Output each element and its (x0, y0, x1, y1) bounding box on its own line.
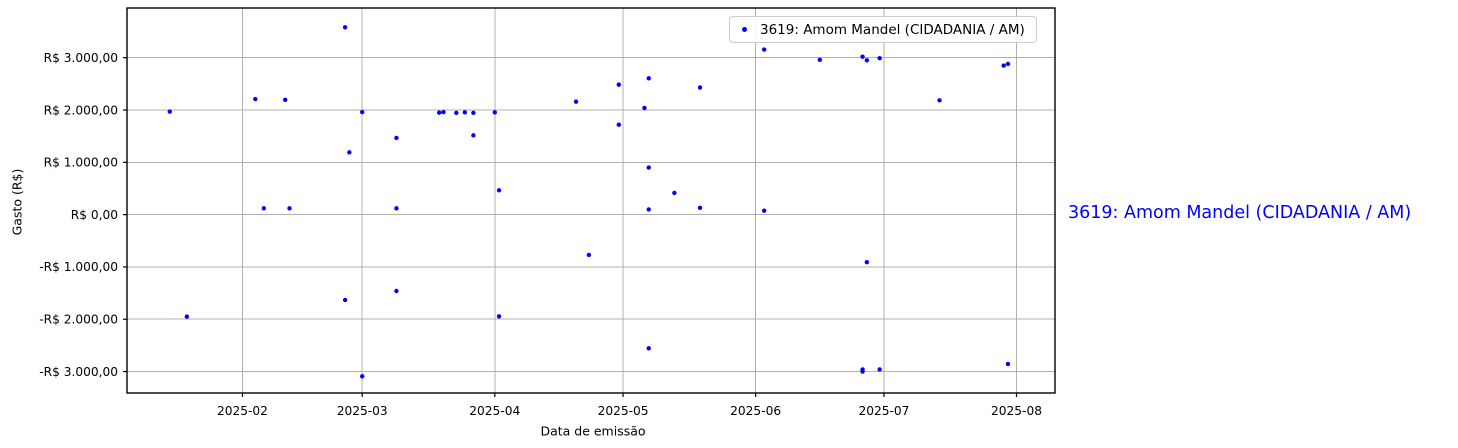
data-point (287, 206, 292, 211)
data-point (436, 110, 442, 115)
data-point (283, 97, 288, 103)
data-point (496, 188, 502, 193)
x-tick-label: 2025-05 (598, 404, 649, 418)
data-point (860, 369, 865, 374)
x-tick-label: 2025-06 (730, 404, 781, 418)
data-point (441, 109, 446, 115)
y-tick-label: -R$ 2.000,00 (39, 313, 118, 327)
data-point (394, 135, 399, 141)
x-axis-title: Data de emissão (540, 423, 646, 439)
data-point (347, 150, 352, 155)
plot-border (126, 7, 1056, 394)
y-axis-title: Gasto (R$) (9, 168, 25, 236)
data-point (642, 105, 647, 111)
data-point (817, 57, 822, 62)
data-point (342, 297, 348, 303)
data-point (646, 346, 651, 351)
data-point (864, 260, 870, 265)
data-point (253, 96, 258, 102)
data-point (646, 165, 651, 170)
data-point (697, 205, 703, 211)
y-tick-label: -R$ 1.000,00 (39, 260, 118, 274)
data-point (646, 76, 651, 81)
data-point (492, 110, 497, 115)
y-tick-label: R$ 2.000,00 (44, 103, 118, 117)
data-point (761, 47, 767, 52)
y-tick-label: R$ 0,00 (71, 208, 118, 222)
series-side-label: 3619: Amom Mandel (CIDADANIA / AM) (1068, 203, 1412, 223)
data-point (616, 82, 621, 87)
data-point (360, 109, 365, 115)
data-point (471, 110, 476, 116)
data-point (877, 367, 882, 372)
x-tick-label: 2025-02 (217, 404, 268, 418)
data-point (454, 110, 459, 116)
legend-dot-marker-icon (742, 27, 747, 32)
data-point (462, 110, 468, 115)
data-point (672, 190, 677, 196)
x-tick-label: 2025-07 (858, 404, 909, 418)
data-point (394, 288, 399, 294)
data-point (646, 207, 651, 212)
data-point (184, 314, 190, 319)
legend-label: 3619: Amom Mandel (CIDADANIA / AM) (760, 21, 1025, 38)
data-point (586, 252, 592, 258)
y-tick-label: R$ 1.000,00 (44, 156, 118, 170)
data-point (342, 25, 348, 30)
data-point (1005, 61, 1011, 67)
data-point (860, 54, 865, 59)
x-tick-label: 2025-08 (991, 404, 1042, 418)
y-tick-label: -R$ 3.000,00 (39, 365, 118, 379)
data-point (496, 314, 502, 319)
data-point (471, 133, 476, 138)
data-point (616, 122, 621, 127)
x-tick-label: 2025-03 (337, 404, 388, 418)
x-tick-label: 2025-04 (469, 404, 520, 418)
data-point (697, 85, 703, 90)
data-point (761, 208, 767, 213)
data-point (167, 109, 172, 114)
data-point (937, 98, 942, 103)
y-tick-label: R$ 3.000,00 (44, 51, 118, 65)
data-point (1001, 63, 1006, 68)
data-point (394, 206, 399, 211)
data-point (1005, 361, 1011, 367)
data-point (261, 206, 267, 211)
data-point (864, 58, 870, 63)
legend: 3619: Amom Mandel (CIDADANIA / AM) (729, 16, 1037, 43)
data-point (573, 99, 579, 104)
data-point (360, 374, 365, 379)
data-point (877, 56, 882, 61)
